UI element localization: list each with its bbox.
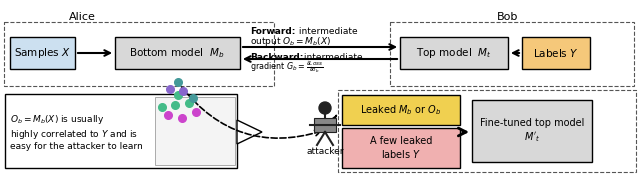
FancyBboxPatch shape: [314, 118, 336, 132]
FancyBboxPatch shape: [115, 37, 240, 69]
Circle shape: [319, 102, 331, 114]
Text: Fine-tuned top model
$M'_t$: Fine-tuned top model $M'_t$: [480, 118, 584, 144]
Text: Bob: Bob: [497, 12, 518, 22]
Text: Labels $Y$: Labels $Y$: [533, 47, 579, 59]
FancyBboxPatch shape: [10, 37, 75, 69]
FancyBboxPatch shape: [522, 37, 590, 69]
Text: output $O_b = M_b(X)$: output $O_b = M_b(X)$: [250, 34, 332, 48]
Text: intermediate: intermediate: [296, 27, 358, 37]
Text: Forward:: Forward:: [250, 27, 296, 37]
Polygon shape: [237, 120, 262, 144]
Text: $O_b = M_b(X)$ is usually
highly correlated to $Y$ and is
easy for the attacker : $O_b = M_b(X)$ is usually highly correla…: [10, 113, 143, 151]
Text: Bottom model  $M_b$: Bottom model $M_b$: [129, 46, 225, 60]
FancyBboxPatch shape: [342, 128, 460, 168]
Text: Top model  $M_t$: Top model $M_t$: [416, 46, 492, 60]
FancyBboxPatch shape: [342, 95, 460, 125]
FancyBboxPatch shape: [472, 100, 592, 162]
Text: intermediate: intermediate: [301, 53, 363, 62]
FancyBboxPatch shape: [155, 97, 235, 165]
Text: Backward:: Backward:: [250, 53, 303, 62]
FancyBboxPatch shape: [400, 37, 508, 69]
Text: Alice: Alice: [68, 12, 95, 22]
FancyBboxPatch shape: [5, 94, 237, 168]
Text: gradient $G_b = \frac{\partial Loss}{\partial o_b}$: gradient $G_b = \frac{\partial Loss}{\pa…: [250, 59, 323, 75]
Text: attacker: attacker: [307, 148, 344, 156]
Text: Leaked $M_b$ or $O_b$: Leaked $M_b$ or $O_b$: [360, 103, 442, 117]
Text: A few leaked
labels $Y$: A few leaked labels $Y$: [370, 136, 432, 160]
Text: Samples $X$: Samples $X$: [13, 46, 70, 60]
